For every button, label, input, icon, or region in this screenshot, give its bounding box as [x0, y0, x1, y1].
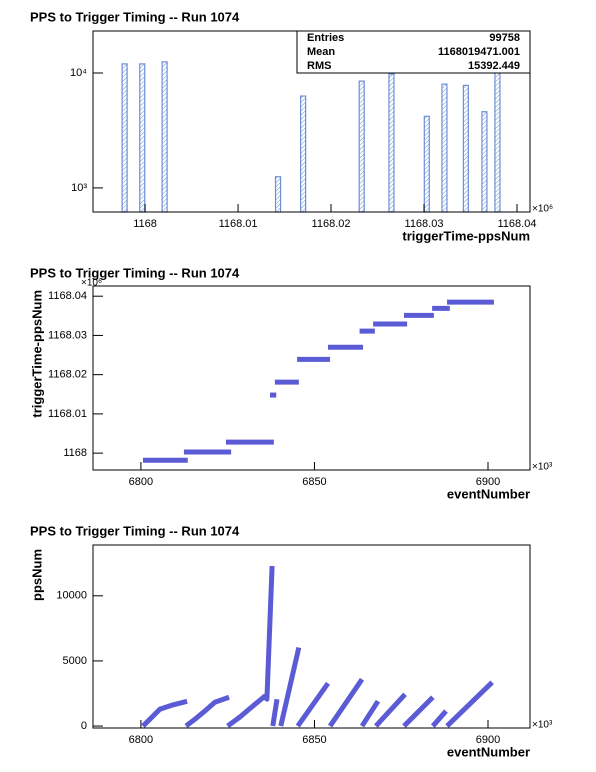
y-tick-label: 5000 [63, 655, 87, 667]
line-piece [184, 694, 230, 729]
x-axis-label: eventNumber [447, 744, 530, 759]
bar [161, 61, 168, 213]
bar [358, 80, 365, 213]
bar [139, 63, 146, 213]
bar [481, 111, 488, 213]
y-tick-label: 1168.04 [48, 290, 87, 302]
chart-title: PPS to Trigger Timing -- Run 1074 [30, 523, 240, 538]
y-tick-label: 0 [81, 720, 87, 732]
stats-label: Mean [307, 46, 335, 58]
y-tick-label: 1168.02 [48, 369, 87, 381]
bar [121, 63, 128, 213]
x-exponent: ×10⁶ [532, 204, 553, 215]
y-tick-label: 10000 [56, 590, 87, 602]
y-axis-label: ppsNum [29, 549, 44, 601]
bar [388, 73, 395, 213]
line-piece [328, 677, 365, 728]
x-tick-label: 6900 [476, 476, 500, 488]
stats-value: 15392.449 [468, 60, 520, 72]
line-piece [359, 699, 381, 728]
plot-frame [92, 285, 531, 471]
x-axis-label: eventNumber [447, 486, 530, 501]
stats-value: 1168019471.001 [438, 46, 520, 58]
x-tick-label: 6900 [476, 734, 500, 746]
line-piece [445, 680, 494, 728]
y-tick-label: 10³ [71, 182, 87, 194]
y-exponent: ×10⁶ [81, 278, 102, 289]
chart-title: PPS to Trigger Timing -- Run 1074 [30, 265, 240, 280]
y-tick-label: 1168 [63, 447, 87, 459]
line-piece [226, 565, 275, 729]
line-piece [270, 698, 280, 727]
chart-title: PPS to Trigger Timing -- Run 1074 [30, 9, 240, 24]
y-axis-label: triggerTime-ppsNum [29, 290, 44, 418]
x-tick-label: 1168.01 [219, 218, 258, 230]
stats-label: RMS [307, 60, 331, 72]
x-exponent: ×10³ [532, 720, 553, 731]
y-tick-label: 1168.03 [48, 329, 87, 341]
x-axis-label: triggerTime-ppsNum [402, 228, 530, 243]
x-tick-label: 6800 [129, 476, 153, 488]
bar [494, 62, 501, 213]
x-tick-label: 1168.03 [405, 218, 444, 230]
x-exponent: ×10³ [532, 462, 553, 473]
line-piece [278, 646, 302, 727]
bar [423, 115, 430, 213]
line-piece [402, 695, 435, 728]
bar [274, 176, 282, 213]
x-tick-label: 1168.02 [312, 218, 351, 230]
y-tick-label: 1168.01 [48, 408, 87, 420]
stats-box [296, 30, 531, 74]
bar [441, 83, 448, 213]
x-tick-label: 6850 [302, 476, 326, 488]
line-piece [141, 698, 188, 728]
bar [462, 84, 469, 213]
stats-label: Entries [307, 32, 344, 44]
y-tick-label: 10⁴ [70, 67, 87, 79]
stats-value: 99758 [489, 32, 520, 44]
x-tick-label: 1168.04 [498, 218, 537, 230]
bar [300, 95, 307, 213]
x-tick-label: 6850 [302, 734, 326, 746]
x-tick-label: 6800 [129, 734, 153, 746]
x-tick-label: 1168 [133, 218, 157, 230]
line-piece [295, 681, 331, 728]
line-piece [430, 709, 448, 728]
plot-frame [92, 544, 531, 729]
line-piece [374, 692, 407, 728]
